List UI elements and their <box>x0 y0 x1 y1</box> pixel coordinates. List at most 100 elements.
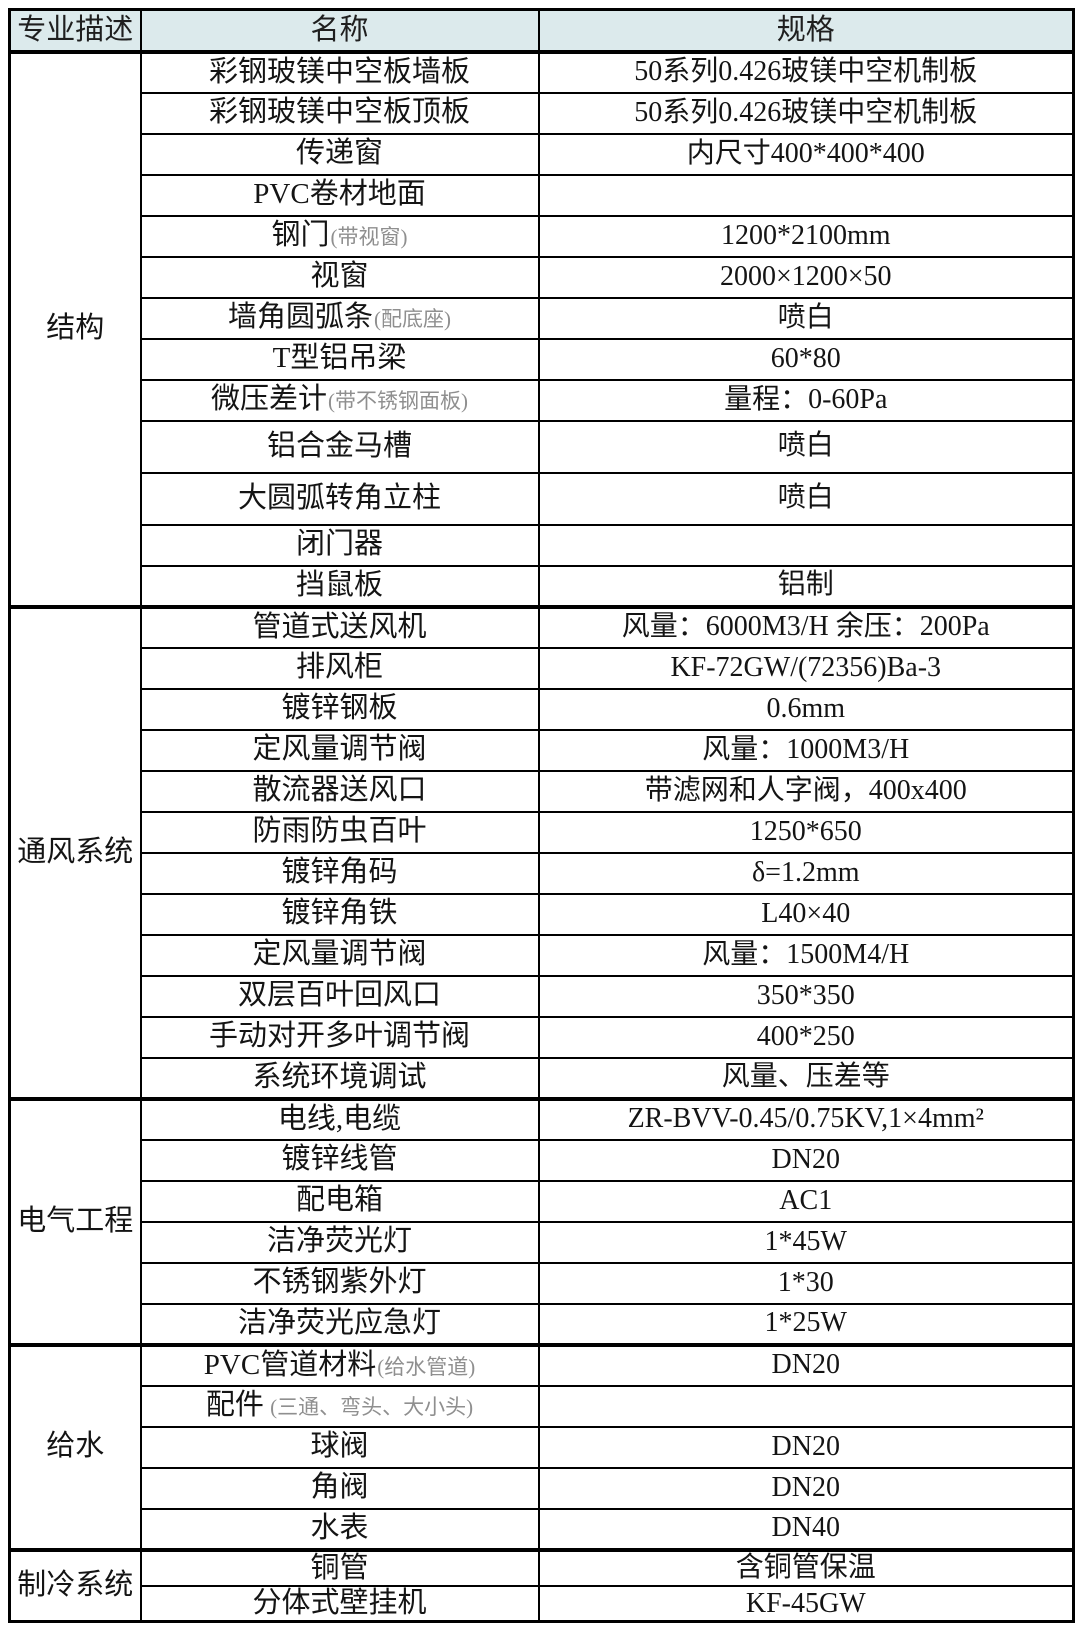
item-name: 闭门器 <box>295 528 383 561</box>
item-name: 墙角圆弧条 <box>227 301 373 334</box>
item-name-cell: 不锈钢紫外灯 <box>139 1261 540 1305</box>
item-spec: 50系列0.426玻镁中空机制板 <box>537 91 1075 135</box>
table-row: 球阀 DN20 <box>10 1425 1075 1469</box>
item-spec: 喷白 <box>537 419 1075 474</box>
item-name: 分体式壁挂机 <box>252 1586 427 1619</box>
item-name: 电线,电缆 <box>277 1102 402 1135</box>
item-spec: 风量：6000M3/H 余压：200Pa <box>537 604 1075 649</box>
item-name-cell: 镀锌角码 <box>139 851 540 895</box>
item-name: 铜管 <box>310 1551 369 1584</box>
table-row: 定风量调节阀 风量：1000M3/H <box>10 728 1075 772</box>
item-name-cell: 镀锌钢板 <box>139 687 540 731</box>
item-name: 铝合金马槽 <box>266 429 412 462</box>
item-name-cell: 闭门器 <box>139 523 540 567</box>
spec-table: 专业描述 名称 规格 结构 彩钢玻镁中空板墙板 50系列0.426玻镁中空机制板 彩钢… <box>8 8 1075 1624</box>
table-row: 分体式壁挂机 KF-45GW <box>10 1584 1075 1623</box>
item-note: (带不锈钢面板) <box>328 389 468 414</box>
table-row: 挡鼠板 铝制 <box>10 564 1075 608</box>
item-name: 传递窗 <box>295 137 383 170</box>
header-cell-name: 名称 <box>139 8 540 53</box>
item-name: 视窗 <box>310 260 369 293</box>
section-label: 制冷系统 <box>8 1547 142 1623</box>
item-name: 角阀 <box>310 1471 369 1504</box>
section-label: 结构 <box>8 49 142 608</box>
item-name-cell: 防雨防虫百叶 <box>139 810 540 854</box>
item-name: 定风量调节阀 <box>252 938 427 971</box>
item-name-cell: 手动对开多叶调节阀 <box>139 1015 540 1059</box>
item-name: PVC卷材地面 <box>253 178 426 211</box>
item-name-cell: 镀锌角铁 <box>139 892 540 936</box>
item-name-cell: 镀锌线管 <box>139 1138 540 1182</box>
item-name-cell: 系统环境调试 <box>139 1056 540 1100</box>
table-row: 镀锌角码 δ=1.2mm <box>10 851 1075 895</box>
table-row: 水表 DN40 <box>10 1507 1075 1551</box>
table-row: 结构 彩钢玻镁中空板墙板 50系列0.426玻镁中空机制板 <box>8 49 1075 608</box>
section-label: 电气工程 <box>8 1096 142 1346</box>
item-spec: 0.6mm <box>537 687 1075 731</box>
item-name-cell: 定风量调节阀 <box>139 933 540 977</box>
item-spec: 1*25W <box>537 1302 1075 1346</box>
item-name: 大圆弧转角立柱 <box>237 481 441 514</box>
table-row: 镀锌角铁 L40×40 <box>10 892 1075 936</box>
item-name-cell: 传递窗 <box>139 132 540 176</box>
item-spec: 1*45W <box>537 1220 1075 1264</box>
header-row: 专业描述 名称 规格 <box>8 8 1075 53</box>
section-label: 通风系统 <box>8 604 142 1100</box>
item-name: 配电箱 <box>295 1184 383 1217</box>
item-spec: DN20 <box>537 1342 1075 1387</box>
item-name: 球阀 <box>310 1430 369 1463</box>
item-name-cell: 洁净荧光应急灯 <box>139 1302 540 1346</box>
table-row: 定风量调节阀 风量：1500M4/H <box>10 933 1075 977</box>
item-note: (配底座) <box>374 307 451 332</box>
item-spec: 350*350 <box>537 974 1075 1018</box>
item-spec: 60*80 <box>537 337 1075 381</box>
item-name: 防雨防虫百叶 <box>252 815 427 848</box>
item-spec: 喷白 <box>537 296 1075 340</box>
item-spec: DN20 <box>537 1138 1075 1182</box>
table-row: 洁净荧光应急灯 1*25W <box>10 1302 1075 1346</box>
item-spec: 2000×1200×50 <box>537 255 1075 299</box>
item-spec: 50系列0.426玻镁中空机制板 <box>537 49 1075 94</box>
item-spec: 带滤网和人字阀，400x400 <box>537 769 1075 813</box>
item-spec <box>537 523 1075 567</box>
item-name-cell: 双层百叶回风口 <box>139 974 540 1018</box>
item-name-cell: 角阀 <box>139 1466 540 1510</box>
table-row: 制冷系统 铜管 含铜管保温 <box>8 1547 1075 1623</box>
item-spec: ZR-BVV-0.45/0.75KV,1×4mm² <box>537 1096 1075 1141</box>
item-spec: 风量：1500M4/H <box>537 933 1075 977</box>
item-spec: 400*250 <box>537 1015 1075 1059</box>
item-spec <box>537 1384 1075 1428</box>
item-name: 洁净荧光应急灯 <box>237 1306 441 1339</box>
item-name: 系统环境调试 <box>252 1060 427 1093</box>
item-name-cell: 挡鼠板 <box>139 564 540 608</box>
item-name: 彩钢玻镁中空板墙板 <box>208 55 470 88</box>
table-row: 角阀 DN20 <box>10 1466 1075 1510</box>
table-row: 通风系统 管道式送风机 风量：6000M3/H 余压：200Pa <box>8 604 1075 1100</box>
table-body: 结构 彩钢玻镁中空板墙板 50系列0.426玻镁中空机制板 彩钢玻镁中空板顶板 50系列… <box>8 49 1075 1623</box>
item-name: 排风柜 <box>295 651 383 684</box>
item-spec: 风量、压差等 <box>537 1056 1075 1100</box>
item-spec: DN40 <box>537 1507 1075 1551</box>
table-row: PVC卷材地面 <box>10 173 1075 217</box>
item-name-cell: 管道式送风机 <box>139 604 540 649</box>
header-cell-category: 专业描述 <box>8 8 142 53</box>
item-name-cell: PVC管道材料(给水管道) <box>139 1342 540 1387</box>
table-row: T型铝吊梁 60*80 <box>10 337 1075 381</box>
table-row: 洁净荧光灯 1*45W <box>10 1220 1075 1264</box>
table-row: 墙角圆弧条(配底座) 喷白 <box>10 296 1075 340</box>
table-row: 给水 PVC管道材料(给水管道) DN20 <box>8 1342 1075 1551</box>
table-row: 闭门器 <box>10 523 1075 567</box>
item-name-cell: PVC卷材地面 <box>139 173 540 217</box>
item-spec: L40×40 <box>537 892 1075 936</box>
item-name-cell: 配电箱 <box>139 1179 540 1223</box>
item-spec: 1250*650 <box>537 810 1075 854</box>
item-spec: 喷白 <box>537 471 1075 526</box>
item-name: 双层百叶回风口 <box>237 979 441 1012</box>
item-spec <box>537 173 1075 217</box>
table-row: 双层百叶回风口 350*350 <box>10 974 1075 1018</box>
item-name: 定风量调节阀 <box>252 733 427 766</box>
item-name-cell: 分体式壁挂机 <box>139 1584 540 1623</box>
item-name: 洁净荧光灯 <box>266 1225 412 1258</box>
item-name-cell: 配件 (三通、弯头、大小头) <box>139 1384 540 1428</box>
item-spec: 1*30 <box>537 1261 1075 1305</box>
